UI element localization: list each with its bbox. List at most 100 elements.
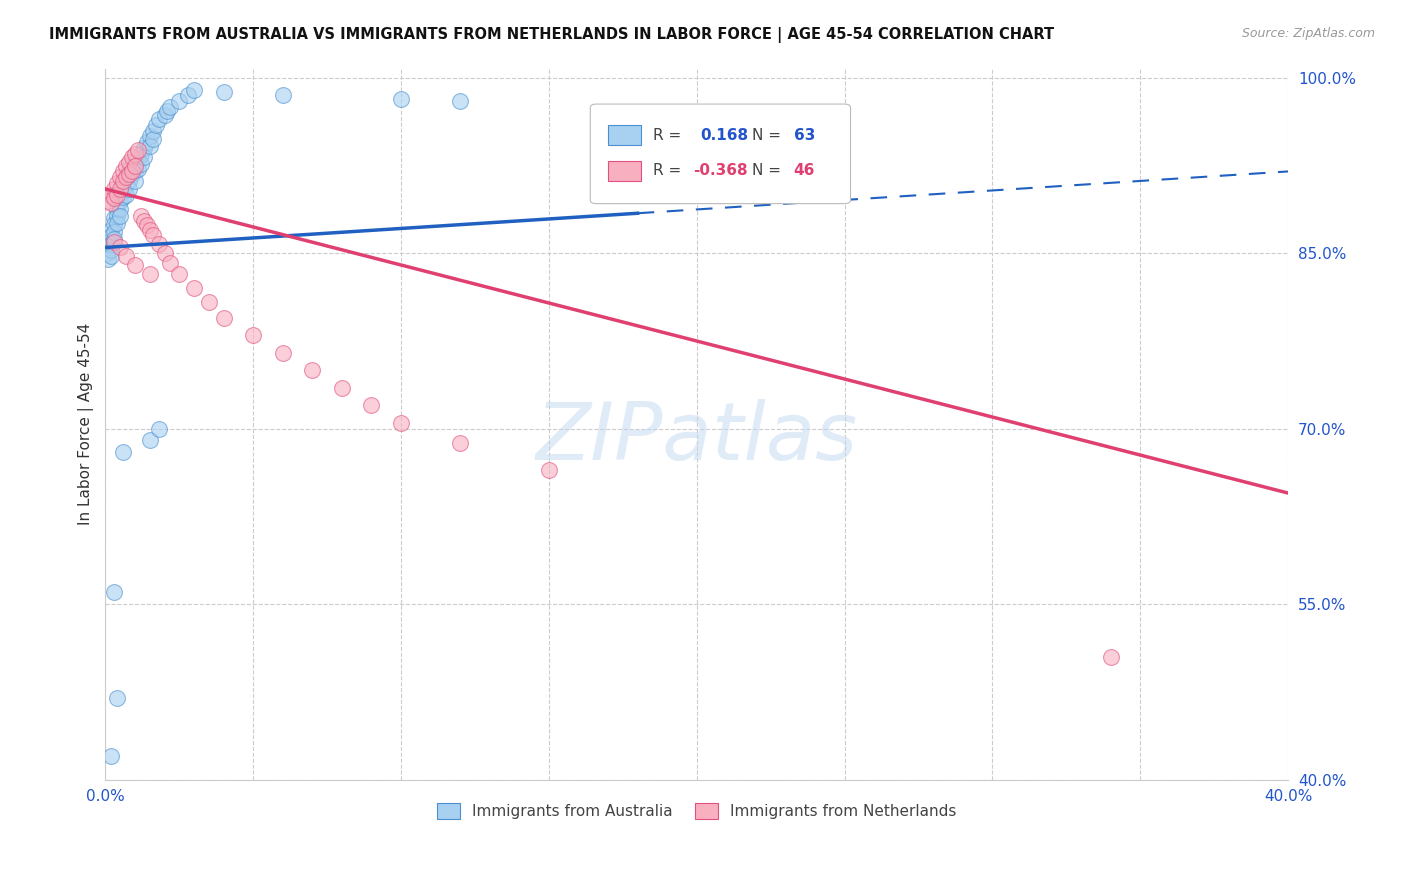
Point <box>330 381 353 395</box>
Point <box>118 155 141 169</box>
Point <box>301 363 323 377</box>
Point <box>105 176 128 190</box>
Point <box>100 236 122 251</box>
Point <box>97 240 120 254</box>
Point <box>108 182 131 196</box>
Point <box>142 123 165 137</box>
Point <box>212 85 235 99</box>
Point <box>115 187 138 202</box>
Point <box>142 227 165 242</box>
Text: Source: ZipAtlas.com: Source: ZipAtlas.com <box>1241 27 1375 40</box>
Point <box>449 95 471 109</box>
Point <box>100 196 122 211</box>
Point <box>135 219 157 233</box>
Point <box>271 345 294 359</box>
Point <box>108 170 131 185</box>
Point <box>132 141 155 155</box>
Point <box>100 223 122 237</box>
Point <box>108 202 131 216</box>
Point <box>108 209 131 223</box>
Point <box>97 235 120 249</box>
Point <box>115 159 138 173</box>
Point <box>105 216 128 230</box>
Text: 0.168: 0.168 <box>700 128 748 143</box>
Point <box>177 88 200 103</box>
Y-axis label: In Labor Force | Age 45-54: In Labor Force | Age 45-54 <box>79 323 94 525</box>
Point <box>124 159 146 173</box>
Point <box>108 240 131 254</box>
Point <box>115 249 138 263</box>
Point <box>103 225 125 239</box>
Point <box>115 170 138 185</box>
Point <box>271 88 294 103</box>
Point <box>127 153 149 167</box>
Point <box>138 138 160 153</box>
Text: -0.368: -0.368 <box>693 163 748 178</box>
Point <box>115 178 138 193</box>
Point <box>153 246 176 260</box>
Point <box>112 174 135 188</box>
Point <box>153 108 176 122</box>
Point <box>112 182 135 196</box>
Text: 46: 46 <box>794 163 815 178</box>
Legend: Immigrants from Australia, Immigrants from Netherlands: Immigrants from Australia, Immigrants fr… <box>430 797 963 825</box>
Text: 63: 63 <box>794 128 815 143</box>
Point <box>212 310 235 325</box>
Point <box>100 249 122 263</box>
Point <box>129 209 152 223</box>
Point <box>183 281 205 295</box>
Point <box>103 232 125 246</box>
Text: R =: R = <box>652 163 682 178</box>
Point <box>169 268 191 282</box>
Point <box>105 187 128 202</box>
Point <box>138 129 160 144</box>
Point <box>103 235 125 249</box>
Point <box>127 144 149 158</box>
Point <box>97 252 120 267</box>
Point <box>121 150 143 164</box>
Point <box>138 223 160 237</box>
Point <box>97 194 120 208</box>
Point <box>148 112 170 126</box>
Point <box>108 187 131 202</box>
Point <box>103 191 125 205</box>
Point <box>124 258 146 272</box>
FancyBboxPatch shape <box>591 104 851 203</box>
Point <box>118 182 141 196</box>
Point <box>124 147 146 161</box>
Point <box>115 170 138 185</box>
Point <box>360 398 382 412</box>
Point <box>118 167 141 181</box>
Point <box>105 202 128 216</box>
Point <box>124 164 146 178</box>
Point <box>121 159 143 173</box>
Point <box>129 147 152 161</box>
Text: N =: N = <box>752 163 782 178</box>
Point <box>242 328 264 343</box>
Point <box>135 135 157 149</box>
Point <box>389 92 412 106</box>
Point <box>389 416 412 430</box>
Point <box>159 100 181 114</box>
Point <box>142 131 165 145</box>
Point <box>105 690 128 705</box>
Point <box>103 585 125 599</box>
Point <box>100 187 122 202</box>
Point <box>112 176 135 190</box>
Point <box>449 435 471 450</box>
Point <box>108 194 131 208</box>
Point <box>148 422 170 436</box>
Bar <box>607 126 641 145</box>
Point <box>103 217 125 231</box>
Point <box>183 82 205 96</box>
Point <box>103 182 125 196</box>
Point <box>97 246 120 260</box>
Text: ZIPatlas: ZIPatlas <box>536 400 858 477</box>
Point <box>127 162 149 177</box>
Point <box>145 118 167 132</box>
Point <box>159 255 181 269</box>
Point <box>124 174 146 188</box>
Point <box>121 167 143 181</box>
Text: N =: N = <box>752 128 782 143</box>
Point <box>198 295 221 310</box>
